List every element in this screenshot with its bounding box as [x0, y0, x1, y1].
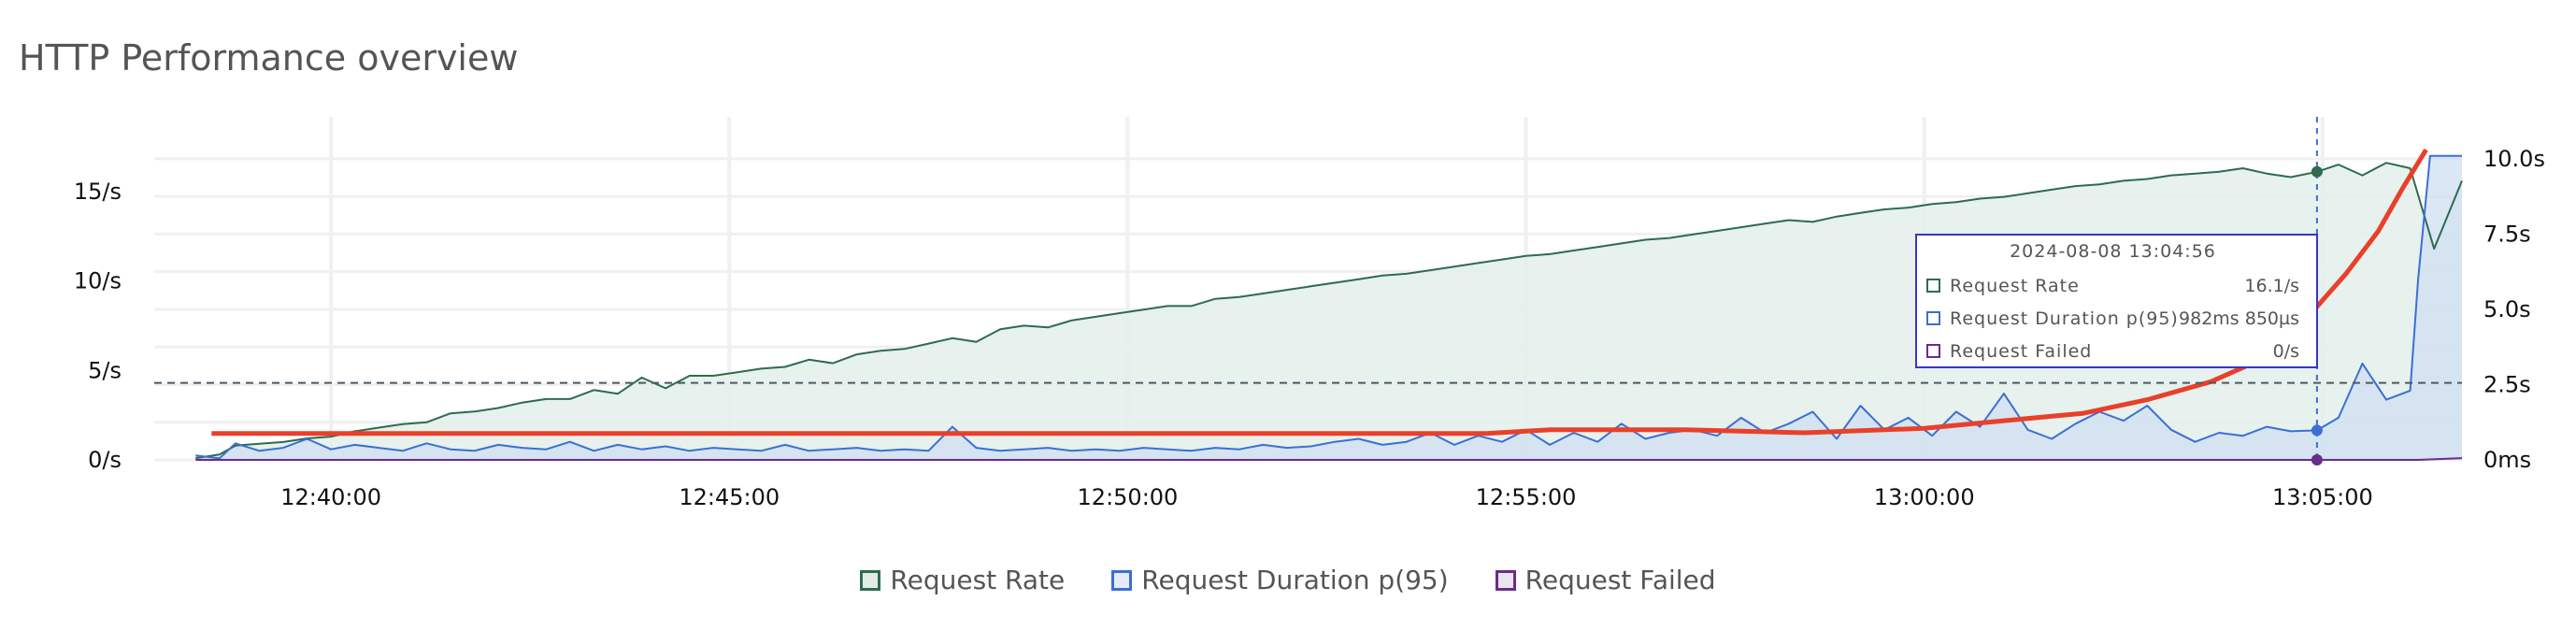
tooltip-swatch-icon: [1926, 344, 1940, 358]
hover-marker: [2311, 454, 2323, 465]
series-line-request-rate: [195, 162, 2463, 460]
legend-label: Request Duration p(95): [1141, 565, 1449, 595]
chart-canvas[interactable]: 12:40:00 12:45:00 12:50:00 12:55:00 13:00:00…: [0, 0, 2576, 561]
y-left-tick-label: 10/s: [74, 268, 122, 294]
tooltip-swatch-icon: [1926, 279, 1940, 293]
tooltip-value: 16.1/s: [2244, 275, 2299, 296]
tooltip-label: Request Duration p(95): [1950, 308, 2179, 329]
page-title: HTTP Performance overview: [19, 37, 519, 79]
axis-layer: 12:40:00 12:45:00 12:50:00 12:55:00 13:00:00…: [74, 146, 2545, 510]
hover-marker: [2311, 165, 2323, 178]
x-tick-label: 13:05:00: [2272, 484, 2373, 510]
x-tick-label: 12:55:00: [1476, 484, 1577, 510]
tooltip-swatch-icon: [1926, 311, 1940, 325]
x-tick-label: 12:45:00: [679, 484, 780, 510]
y-right-tick-label: 0ms: [2483, 447, 2531, 473]
legend-swatch-icon: [860, 569, 881, 591]
line-layer: [195, 148, 2463, 461]
tooltip-label: Request Rate: [1950, 275, 2080, 296]
tooltip-value: 982ms 850µs: [2179, 308, 2299, 329]
x-tick-label: 12:40:00: [280, 484, 381, 510]
series-line-trend: [211, 148, 2428, 437]
legend-swatch-icon: [1495, 569, 1516, 591]
y-left-tick-label: 5/s: [88, 357, 122, 383]
y-left-tick-label: 15/s: [74, 179, 122, 205]
legend-label: Request Rate: [890, 565, 1066, 595]
area-layer: [195, 155, 2462, 460]
y-right-tick-label: 5.0s: [2483, 296, 2531, 322]
tooltip-row: Request Rate 16.1/s: [1926, 269, 2299, 302]
series-line-request-failed: [195, 457, 2463, 461]
y-left-tick-label: 0/s: [88, 447, 122, 473]
y-right-tick-label: 2.5s: [2483, 371, 2531, 397]
legend-swatch-icon: [1111, 569, 1133, 591]
y-right-tick-label: 7.5s: [2483, 221, 2531, 247]
legend-item-request-rate[interactable]: Request Rate: [860, 565, 1065, 595]
series-area-request-rate: [195, 163, 2462, 460]
x-tick-label: 12:50:00: [1078, 484, 1179, 510]
legend-label: Request Failed: [1524, 565, 1716, 595]
tooltip-row: Request Failed 0/s: [1926, 335, 2299, 367]
legend-item-request-failed[interactable]: Request Failed: [1495, 565, 1716, 595]
tooltip-label: Request Failed: [1950, 340, 2093, 362]
hover-tooltip: 2024-08-08 13:04:56 Request Rate 16.1/s …: [1915, 234, 2318, 368]
x-tick-label: 13:00:00: [1874, 484, 1975, 510]
legend: Request Rate Request Duration p(95) Requ…: [0, 565, 2576, 595]
tooltip-value: 0/s: [2272, 340, 2299, 362]
legend-item-request-duration[interactable]: Request Duration p(95): [1111, 565, 1449, 595]
y-right-tick-label: 10.0s: [2483, 146, 2545, 172]
tooltip-row: Request Duration p(95) 982ms 850µs: [1926, 302, 2299, 335]
hover-marker: [2311, 424, 2323, 437]
tooltip-timestamp: 2024-08-08 13:04:56: [2010, 241, 2216, 262]
